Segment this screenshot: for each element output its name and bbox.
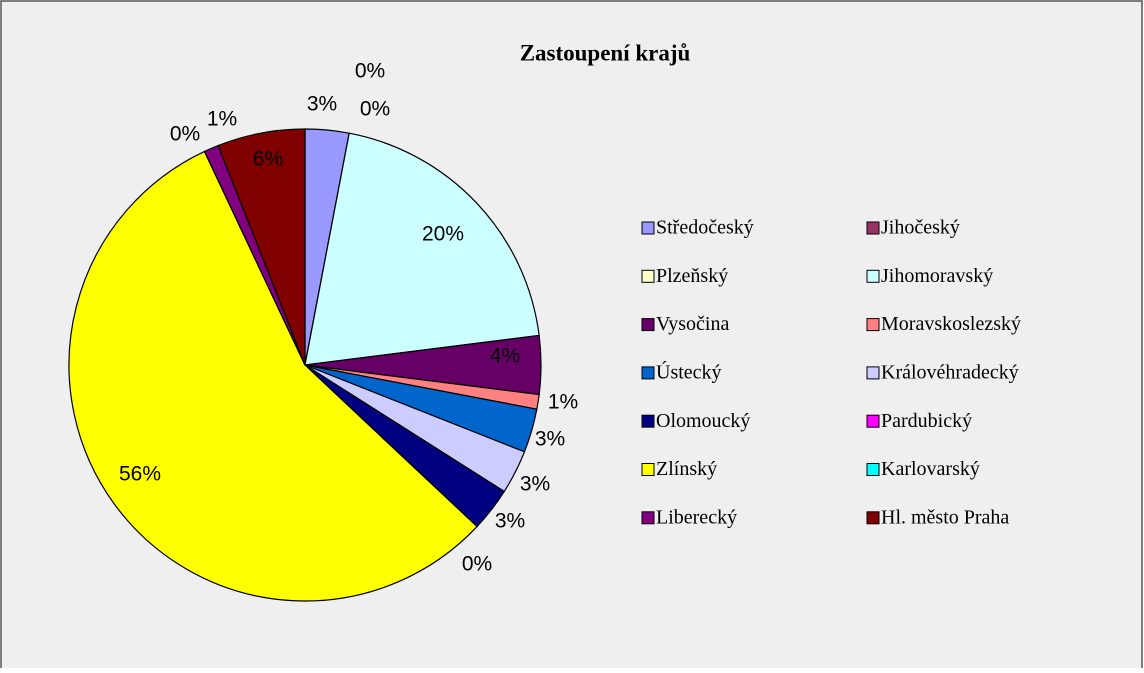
legend-label: Moravskoslezský <box>881 313 1021 335</box>
legend-label: Zlínský <box>656 458 717 480</box>
legend-swatch <box>866 269 880 283</box>
legend-label: Středočeský <box>656 217 754 239</box>
data-label: 3% <box>307 93 337 116</box>
legend-swatch <box>641 463 655 476</box>
legend-swatch <box>866 221 880 235</box>
legend-swatch <box>641 414 655 428</box>
legend-swatch <box>866 414 880 428</box>
legend-label: Jihomoravský <box>881 265 993 287</box>
pie-slice <box>217 128 306 366</box>
data-label: 0% <box>360 98 390 121</box>
legend-label: Karlovarský <box>881 458 980 480</box>
legend-label: Vysočina <box>656 313 729 335</box>
legend-swatch <box>641 269 655 283</box>
pie-slice <box>68 150 478 602</box>
chart-title: Zastoupení krajů <box>520 40 691 65</box>
data-label: 0% <box>170 123 200 146</box>
legend-label: Olomoucký <box>656 410 750 432</box>
data-label: 3% <box>535 428 565 451</box>
legend-swatch <box>866 511 880 525</box>
legend-swatch <box>866 366 880 380</box>
legend-label: Jihočeský <box>881 217 960 239</box>
data-label: 1% <box>548 391 578 414</box>
legend-swatch <box>641 221 655 235</box>
data-label: 0% <box>462 553 492 576</box>
data-label: 0% <box>355 60 385 83</box>
data-label: 6% <box>253 148 283 171</box>
data-label: 56% <box>119 463 161 486</box>
data-label: 3% <box>495 510 525 533</box>
legend-swatch <box>641 511 655 525</box>
data-label: 4% <box>490 345 520 368</box>
legend-swatch <box>866 463 880 476</box>
data-label: 1% <box>207 108 237 131</box>
legend-label: Plzeňský <box>656 265 728 287</box>
legend-swatch <box>641 366 655 380</box>
legend-label: Ústecký <box>656 359 722 383</box>
legend-swatch <box>641 318 655 332</box>
legend-label: Liberecký <box>656 506 737 528</box>
data-label: 20% <box>422 223 464 246</box>
legend-label: Hl. město Praha <box>881 506 1009 528</box>
legend-label: Královéhradecký <box>881 361 1019 383</box>
pie-slice <box>304 132 540 366</box>
legend-swatch <box>866 318 880 332</box>
legend-label: Pardubický <box>881 410 972 432</box>
data-label: 3% <box>520 473 550 496</box>
